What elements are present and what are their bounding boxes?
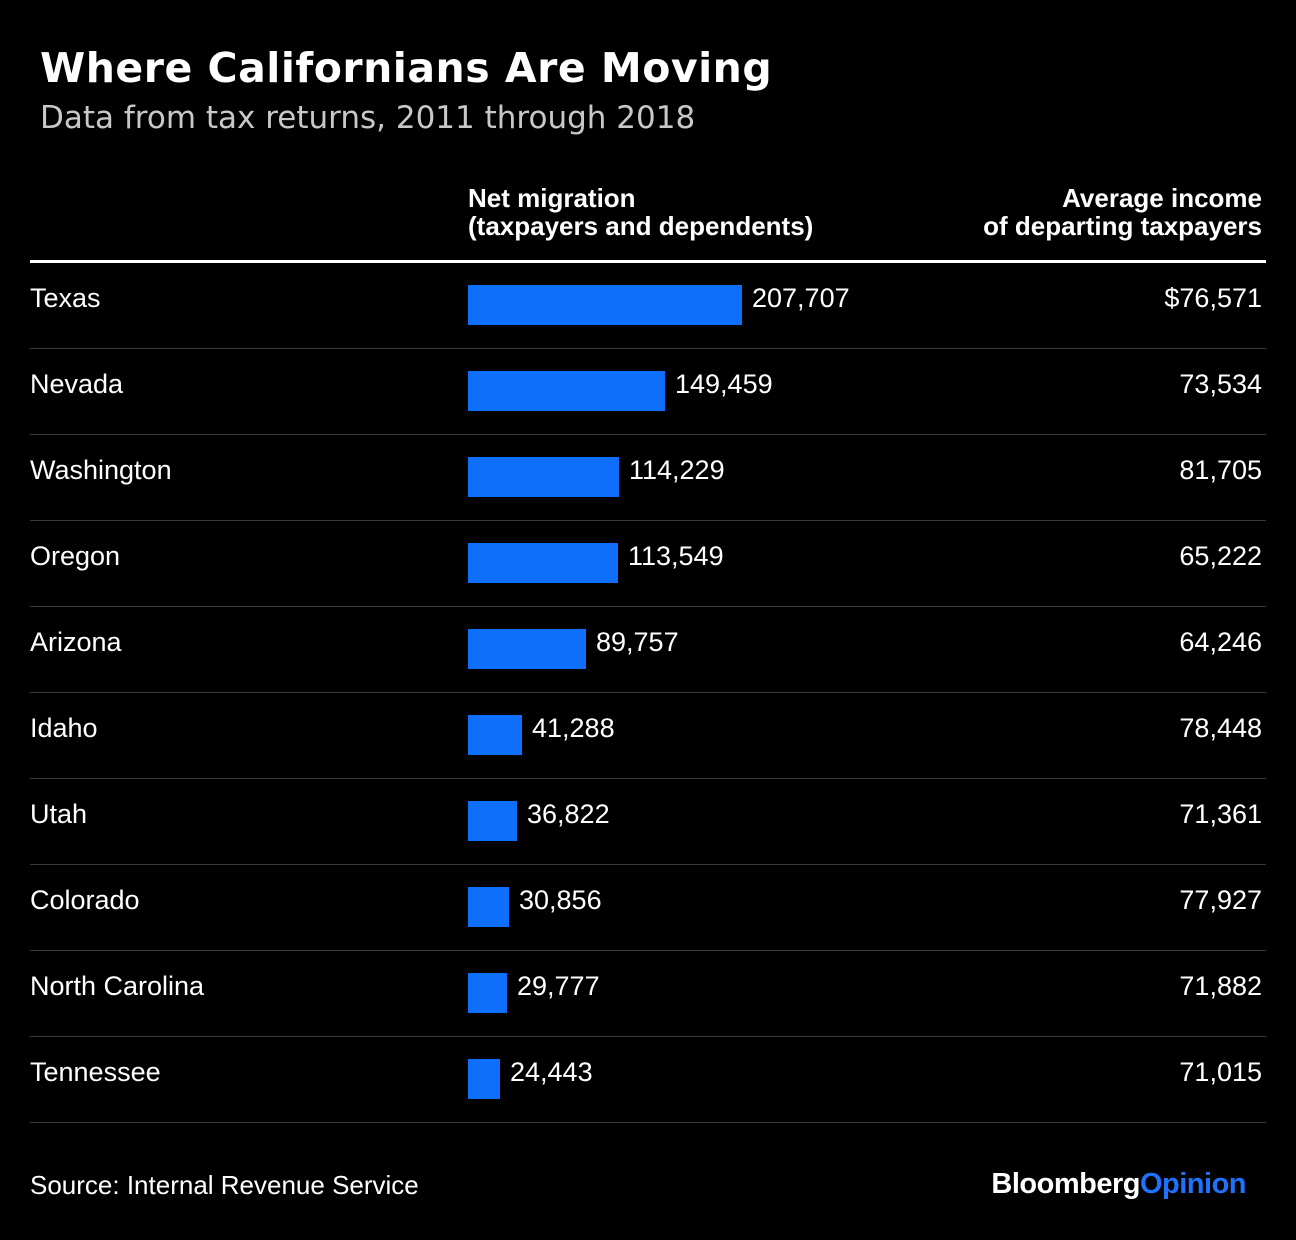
income-header-line2: of departing taxpayers <box>983 211 1262 241</box>
net-migration-header-line1: Net migration <box>468 183 636 213</box>
migration-value-label: 30,856 <box>519 885 602 915</box>
migration-value-label: 41,288 <box>532 713 615 743</box>
income-value-label: 71,361 <box>1179 799 1262 829</box>
migration-bar <box>468 1059 500 1099</box>
income-value-label: 78,448 <box>1179 713 1262 743</box>
migration-value-label: 29,777 <box>517 971 600 1001</box>
migration-value-label: 89,757 <box>596 627 679 657</box>
migration-value-label: 114,229 <box>629 455 725 485</box>
chart-rows: Texas 207,707 $76,571 Nevada 149,459 73,534 Wa… <box>30 263 1266 1123</box>
table-row: North Carolina 29,777 71,882 <box>30 951 1266 1037</box>
net-migration-column-header: Net migration (taxpayers and dependents) <box>468 184 813 240</box>
state-label: Tennessee <box>30 1057 161 1087</box>
income-value-label: 71,015 <box>1179 1057 1262 1087</box>
income-value-label: 73,534 <box>1179 369 1262 399</box>
table-row: Colorado 30,856 77,927 <box>30 865 1266 951</box>
logo-brand: Bloomberg <box>991 1168 1140 1200</box>
income-value-label: 64,246 <box>1179 627 1262 657</box>
migration-value-label: 149,459 <box>675 369 773 399</box>
net-migration-header-line2: (taxpayers and dependents) <box>468 211 814 241</box>
migration-bar <box>468 973 507 1013</box>
state-label: Washington <box>30 455 172 485</box>
table-row: Arizona 89,757 64,246 <box>30 607 1266 693</box>
state-label: Colorado <box>30 885 140 915</box>
income-value-label: $76,571 <box>1164 283 1262 313</box>
income-value-label: 71,882 <box>1179 971 1262 1001</box>
migration-bar <box>468 457 619 497</box>
migration-bar <box>468 715 522 755</box>
logo-section: Opinion <box>1139 1168 1247 1200</box>
table-row: Utah 36,822 71,361 <box>30 779 1266 865</box>
chart-subtitle: Data from tax returns, 2011 through 2018 <box>40 100 696 136</box>
income-value-label: 77,927 <box>1179 885 1262 915</box>
table-row: Washington 114,229 81,705 <box>30 435 1266 521</box>
table-row: Nevada 149,459 73,534 <box>30 349 1266 435</box>
migration-value-label: 207,707 <box>752 283 850 313</box>
migration-bar <box>468 285 742 325</box>
bloomberg-opinion-logo: BloombergOpinion <box>991 1168 1246 1201</box>
state-label: Idaho <box>30 713 98 743</box>
table-row: Idaho 41,288 78,448 <box>30 693 1266 779</box>
migration-bar <box>468 371 665 411</box>
income-value-label: 65,222 <box>1179 541 1262 571</box>
table-row: Tennessee 24,443 71,015 <box>30 1037 1266 1123</box>
income-column-header: Average income of departing taxpayers <box>983 184 1262 240</box>
header-divider <box>30 260 1266 263</box>
state-label: Texas <box>30 283 101 313</box>
migration-value-label: 113,549 <box>628 541 724 571</box>
chart-title: Where Californians Are Moving <box>40 44 773 92</box>
migration-value-label: 36,822 <box>527 799 610 829</box>
migration-value-label: 24,443 <box>510 1057 593 1087</box>
migration-bar <box>468 801 517 841</box>
state-label: Nevada <box>30 369 124 399</box>
state-label: Oregon <box>30 541 121 571</box>
state-label: North Carolina <box>30 971 205 1001</box>
migration-bar <box>468 543 618 583</box>
table-row: Texas 207,707 $76,571 <box>30 263 1266 349</box>
source-note: Source: Internal Revenue Service <box>30 1170 419 1200</box>
state-label: Arizona <box>30 627 122 657</box>
income-header-line1: Average income <box>1062 183 1262 213</box>
table-row: Oregon 113,549 65,222 <box>30 521 1266 607</box>
migration-bar <box>468 887 509 927</box>
migration-bar <box>468 629 586 669</box>
state-label: Utah <box>30 799 88 829</box>
income-value-label: 81,705 <box>1179 455 1262 485</box>
